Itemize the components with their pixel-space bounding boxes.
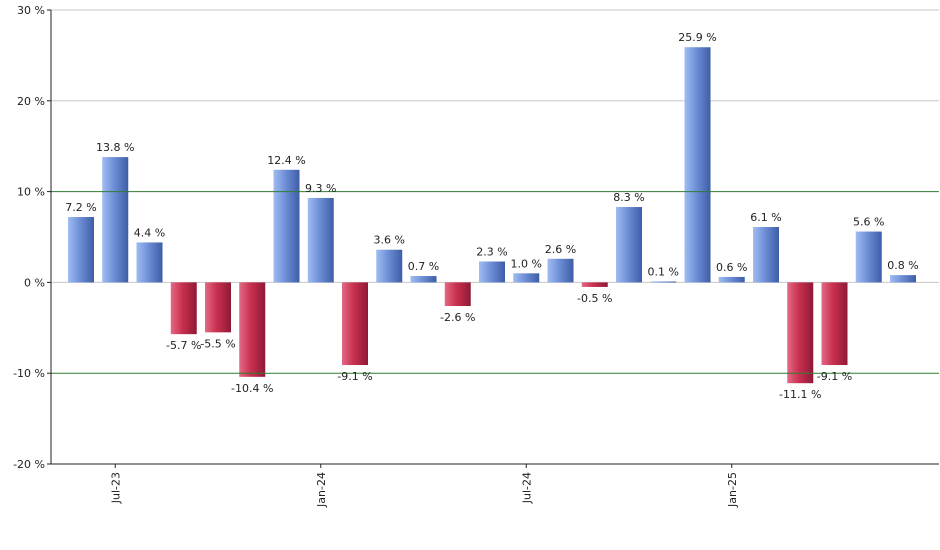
bars (68, 47, 916, 384)
y-tick-label: 20 % (17, 95, 45, 108)
bar (273, 169, 300, 283)
data-label: 7.2 % (65, 201, 96, 214)
data-label: -5.7 % (166, 339, 201, 352)
bar (513, 273, 540, 283)
bar (376, 249, 403, 283)
data-label: 2.3 % (476, 246, 507, 259)
data-label: 3.6 % (374, 234, 405, 247)
bar (68, 217, 94, 283)
bar (890, 275, 916, 283)
bar (684, 47, 711, 283)
bar (821, 282, 848, 366)
bar (136, 242, 163, 283)
bar (581, 282, 608, 287)
data-label: 0.8 % (887, 259, 918, 272)
data-label: -9.1 % (337, 370, 372, 383)
bar (787, 282, 814, 384)
bar (410, 276, 437, 283)
data-label: -11.1 % (779, 388, 821, 401)
y-tick-label: 10 % (17, 186, 45, 199)
data-label: -2.6 % (440, 311, 475, 324)
y-tick-label: 30 % (17, 4, 45, 17)
bar (102, 157, 129, 283)
bar (650, 281, 677, 283)
x-tick-label: Jan-25 (726, 472, 739, 508)
data-label: 0.1 % (648, 265, 679, 278)
bar (547, 258, 574, 283)
y-tick-label: -10 % (13, 367, 45, 380)
bar (342, 282, 368, 366)
data-label: -9.1 % (817, 370, 852, 383)
data-label: 6.1 % (750, 211, 781, 224)
data-label: 8.3 % (613, 191, 644, 204)
x-tick-label: Jul-23 (109, 472, 122, 504)
bar (753, 227, 779, 283)
bar (718, 276, 745, 283)
data-label: 12.4 % (267, 154, 305, 167)
x-tick-label: Jul-24 (520, 472, 533, 504)
data-label: 4.4 % (134, 226, 165, 239)
data-label: 2.6 % (545, 243, 576, 256)
y-tick-label: -20 % (13, 458, 45, 471)
data-labels: 7.2 % 13.8 % 4.4 % -5.7 %-5.5 % -10.4 % 12.4 … (65, 31, 918, 401)
data-label: 25.9 % (678, 31, 716, 44)
y-tick-label: 0 % (24, 276, 45, 289)
x-tick-label: Jan-24 (315, 472, 328, 508)
bar (307, 197, 334, 283)
reference-lines (51, 191, 939, 374)
bar (205, 282, 231, 333)
data-label: 0.7 % (408, 260, 439, 273)
bar (479, 261, 505, 283)
data-label: 1.0 % (511, 257, 542, 270)
data-label: 9.3 % (305, 182, 336, 195)
bar (444, 282, 471, 307)
data-label: 5.6 % (853, 216, 884, 229)
axes: -20 % -10 % 0 % 10 % 20 % 30 % Jul-23 Jan-24 Jul… (13, 4, 939, 508)
data-label: 0.6 % (716, 261, 747, 274)
data-label: -10.4 % (231, 382, 273, 395)
data-label: -0.5 % (577, 292, 612, 305)
bar (855, 231, 882, 283)
bar (239, 282, 266, 377)
data-label: -5.5 % (200, 337, 235, 350)
bar (616, 207, 642, 283)
data-label: 13.8 % (96, 141, 134, 154)
bar (170, 282, 197, 335)
